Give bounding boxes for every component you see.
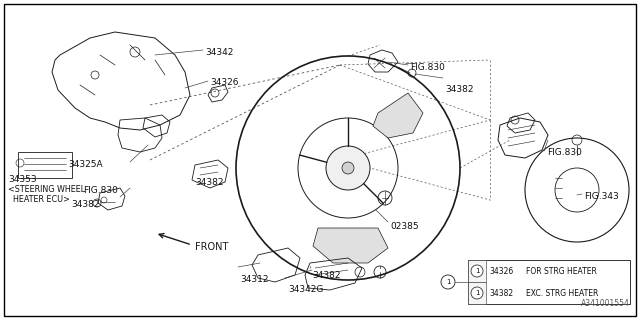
Text: 02385: 02385 (390, 222, 419, 231)
Circle shape (326, 146, 370, 190)
Bar (468, 282, 486, 304)
Text: 34342G: 34342G (288, 285, 323, 294)
Circle shape (441, 275, 455, 289)
Bar (468, 260, 486, 282)
Text: 1: 1 (475, 290, 479, 296)
Text: 1: 1 (475, 268, 479, 274)
Text: FIG.830: FIG.830 (83, 186, 118, 195)
Polygon shape (373, 93, 423, 138)
Circle shape (471, 265, 483, 277)
Text: FIG.830: FIG.830 (410, 63, 445, 72)
Text: 34312: 34312 (240, 275, 269, 284)
Circle shape (342, 162, 354, 174)
Text: FOR STRG HEATER: FOR STRG HEATER (526, 267, 597, 276)
Text: 34382: 34382 (445, 85, 474, 94)
Text: 34353: 34353 (8, 175, 36, 184)
Text: A341001554: A341001554 (581, 299, 630, 308)
Text: 34382: 34382 (71, 200, 99, 209)
Text: FRONT: FRONT (195, 242, 228, 252)
Text: FIG.343: FIG.343 (584, 192, 619, 201)
Text: EXC. STRG HEATER: EXC. STRG HEATER (526, 289, 598, 298)
Text: 34326: 34326 (489, 267, 513, 276)
Text: 34326: 34326 (210, 78, 239, 87)
Bar (468, 260, 630, 304)
Text: 34382: 34382 (489, 289, 513, 298)
Text: HEATER ECU>: HEATER ECU> (8, 195, 70, 204)
Text: <STEERING WHEEL: <STEERING WHEEL (8, 185, 85, 194)
Text: 1: 1 (445, 279, 451, 285)
Text: 34342: 34342 (205, 48, 234, 57)
Text: 34382: 34382 (195, 178, 223, 187)
Circle shape (471, 287, 483, 299)
Text: 34382: 34382 (312, 271, 340, 280)
Text: FIG.830: FIG.830 (547, 148, 582, 157)
Polygon shape (313, 228, 388, 263)
Text: 34325A: 34325A (68, 160, 102, 169)
